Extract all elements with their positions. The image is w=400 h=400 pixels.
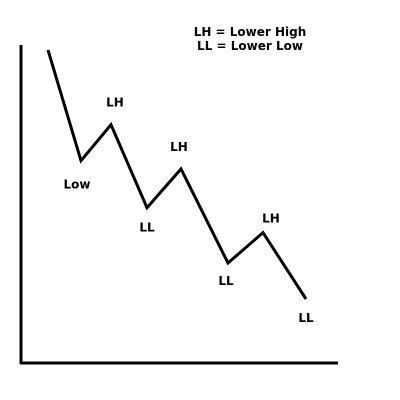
swing-label-ll: LL: [218, 274, 234, 288]
swing-label-lh: LH: [262, 212, 280, 226]
price-swing-line: [46, 49, 308, 300]
swing-label-low: Low: [64, 178, 91, 192]
legend: LH = Lower High LL = Lower Low: [194, 25, 307, 53]
swing-label-lh: LH: [106, 96, 124, 110]
price-swing-marks: Low LH LL LH LL LH LL: [46, 49, 314, 325]
swing-label-ll: LL: [298, 311, 314, 325]
legend-line-lower-low: LL = Lower Low: [197, 39, 303, 53]
legend-line-lower-high: LH = Lower High: [194, 25, 307, 39]
swing-label-lh: LH: [170, 140, 188, 154]
swing-label-ll: LL: [139, 221, 155, 235]
